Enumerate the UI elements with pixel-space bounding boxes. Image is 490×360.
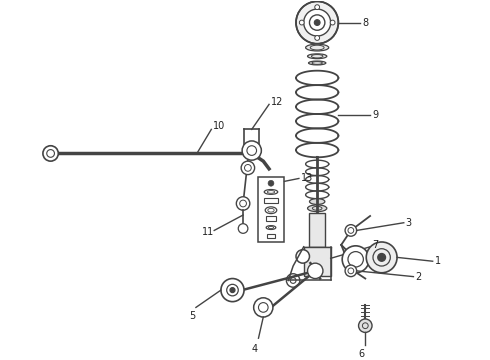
Circle shape xyxy=(236,197,250,210)
Text: 7: 7 xyxy=(372,240,378,250)
Text: 3: 3 xyxy=(406,218,412,228)
Circle shape xyxy=(359,319,372,332)
Circle shape xyxy=(378,253,386,261)
Circle shape xyxy=(308,263,323,279)
Ellipse shape xyxy=(310,199,325,204)
Bar xyxy=(267,234,275,238)
Bar xyxy=(266,216,276,221)
Circle shape xyxy=(345,265,357,276)
Text: 8: 8 xyxy=(363,18,368,28)
Circle shape xyxy=(43,146,58,161)
Circle shape xyxy=(345,225,357,236)
Text: 9: 9 xyxy=(372,110,378,120)
Text: 5: 5 xyxy=(189,311,195,321)
Circle shape xyxy=(304,9,331,36)
Text: 10: 10 xyxy=(213,121,225,131)
Circle shape xyxy=(268,180,274,186)
Circle shape xyxy=(254,298,273,317)
Ellipse shape xyxy=(306,44,329,51)
Circle shape xyxy=(342,246,369,273)
Text: 13: 13 xyxy=(301,172,313,183)
Circle shape xyxy=(296,1,339,44)
Ellipse shape xyxy=(308,54,327,59)
Circle shape xyxy=(299,20,304,25)
Bar xyxy=(310,213,325,247)
Circle shape xyxy=(330,20,335,25)
Circle shape xyxy=(296,250,310,263)
Ellipse shape xyxy=(308,205,327,212)
Bar xyxy=(304,247,331,276)
Text: 2: 2 xyxy=(416,272,421,282)
Circle shape xyxy=(366,242,397,273)
Circle shape xyxy=(315,36,319,40)
Circle shape xyxy=(286,274,300,287)
Circle shape xyxy=(230,288,235,293)
Circle shape xyxy=(314,20,320,26)
Circle shape xyxy=(221,279,244,302)
Text: 11: 11 xyxy=(202,228,214,237)
Text: 1: 1 xyxy=(435,256,441,266)
Circle shape xyxy=(241,161,255,175)
Text: 4: 4 xyxy=(251,344,258,354)
Text: 12: 12 xyxy=(271,98,283,107)
Circle shape xyxy=(242,141,261,160)
Circle shape xyxy=(315,5,319,10)
Bar xyxy=(258,176,285,242)
Circle shape xyxy=(238,224,248,233)
Ellipse shape xyxy=(309,61,326,65)
Bar xyxy=(264,198,278,203)
Text: 6: 6 xyxy=(358,349,365,359)
